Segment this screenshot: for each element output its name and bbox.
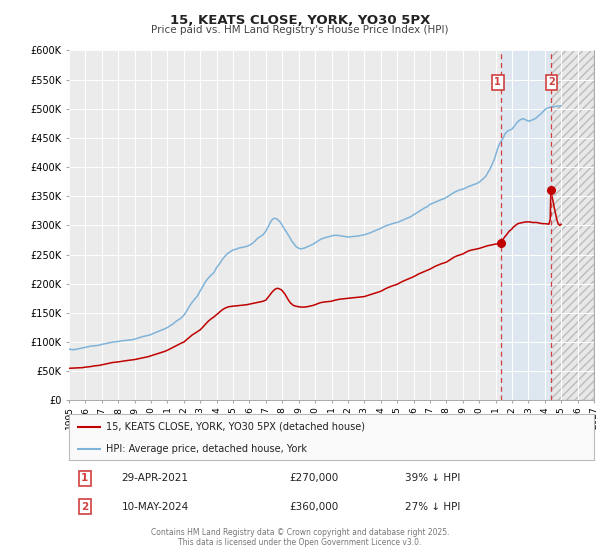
Bar [501,50,551,400]
Text: Price paid vs. HM Land Registry's House Price Index (HPI): Price paid vs. HM Land Registry's House … [151,25,449,35]
Text: £270,000: £270,000 [290,473,339,483]
Text: 39% ↓ HPI: 39% ↓ HPI [405,473,460,483]
Bar [551,50,594,400]
Text: 2: 2 [81,502,88,512]
Text: 10-MAY-2024: 10-MAY-2024 [121,502,189,512]
Text: HPI: Average price, detached house, York: HPI: Average price, detached house, York [106,444,307,454]
Text: 27% ↓ HPI: 27% ↓ HPI [405,502,460,512]
Text: 15, KEATS CLOSE, YORK, YO30 5PX (detached house): 15, KEATS CLOSE, YORK, YO30 5PX (detache… [106,422,365,432]
Text: 29-APR-2021: 29-APR-2021 [121,473,188,483]
Text: 1: 1 [494,77,501,87]
Bar [551,50,594,400]
Text: £360,000: £360,000 [290,502,339,512]
Text: 2: 2 [548,77,555,87]
Text: Contains HM Land Registry data © Crown copyright and database right 2025.
This d: Contains HM Land Registry data © Crown c… [151,528,449,547]
Text: 1: 1 [81,473,88,483]
Text: 15, KEATS CLOSE, YORK, YO30 5PX: 15, KEATS CLOSE, YORK, YO30 5PX [170,14,430,27]
